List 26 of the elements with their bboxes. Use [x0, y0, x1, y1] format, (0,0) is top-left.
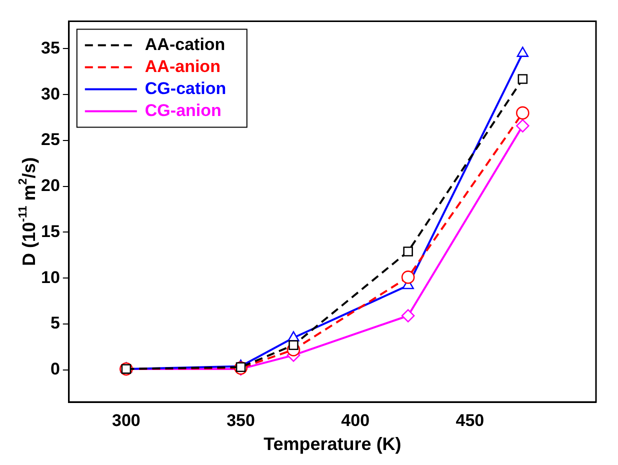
- y-tick-label: 20: [40, 176, 60, 196]
- point: [516, 46, 529, 57]
- x-tick-label: 400: [341, 410, 370, 430]
- y-tick-label: 0: [50, 360, 60, 379]
- y-tick-label: 10: [40, 268, 60, 287]
- point: [516, 119, 530, 132]
- y-tick-label: 5: [50, 314, 60, 333]
- x-tick-label: 450: [456, 410, 484, 430]
- y-tick-label: 35: [40, 38, 60, 58]
- point: [516, 106, 530, 120]
- point: [288, 340, 298, 350]
- x-axis-title: Temperature (K): [264, 434, 402, 454]
- y-tick-label: 30: [40, 84, 60, 104]
- point: [518, 74, 528, 84]
- legend-label: AA-cation: [144, 34, 226, 54]
- point: [403, 246, 413, 256]
- x-tick-label: 300: [112, 410, 140, 430]
- x-tick-label: 350: [226, 410, 255, 430]
- y-axis-title: D (10-11 m2/s): [16, 157, 39, 266]
- point: [401, 309, 415, 322]
- legend-label: AA-anion: [144, 56, 220, 76]
- y-tick-label: 15: [40, 222, 60, 241]
- legend-label: CG-cation: [144, 78, 226, 98]
- legend-label: CG-anion: [144, 100, 222, 120]
- y-tick-label: 25: [40, 130, 60, 150]
- point: [401, 270, 415, 284]
